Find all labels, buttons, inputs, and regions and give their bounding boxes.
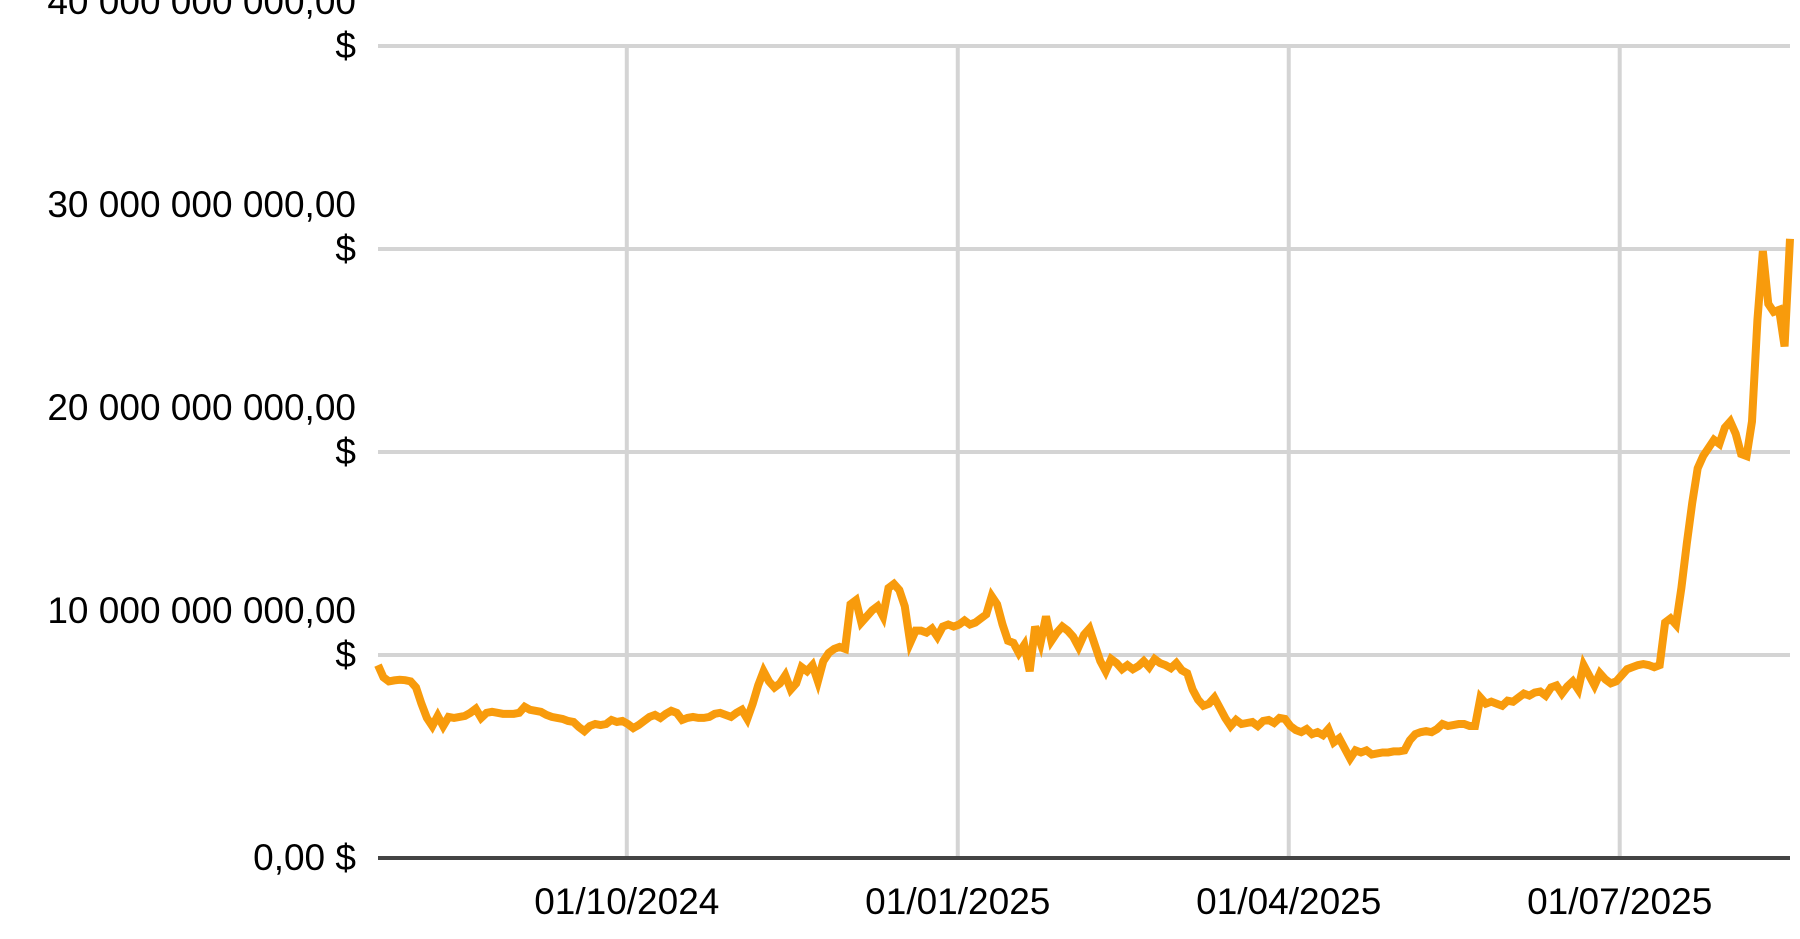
x-axis-tick-label: 01/04/2025 bbox=[1196, 881, 1382, 922]
x-axis-tick-label: 01/01/2025 bbox=[865, 881, 1051, 922]
series-line-value bbox=[374, 238, 1794, 767]
horizontal-gridlines bbox=[378, 44, 1790, 657]
y-axis-tick-label: 20 000 000 000,00 $ bbox=[47, 387, 356, 472]
x-axis-tick-label: 01/10/2024 bbox=[534, 881, 720, 922]
y-axis-tick-label: 30 000 000 000,00 $ bbox=[47, 184, 356, 269]
data-series-line bbox=[374, 238, 1794, 767]
y-axis-tick-label: 10 000 000 000,00 $ bbox=[47, 590, 356, 675]
y-axis-tick-label: 40 000 000 000,00 $ bbox=[47, 0, 356, 66]
y-axis-tick-label: 0,00 $ bbox=[253, 837, 356, 878]
x-axis-tick-label: 01/07/2025 bbox=[1527, 881, 1713, 922]
